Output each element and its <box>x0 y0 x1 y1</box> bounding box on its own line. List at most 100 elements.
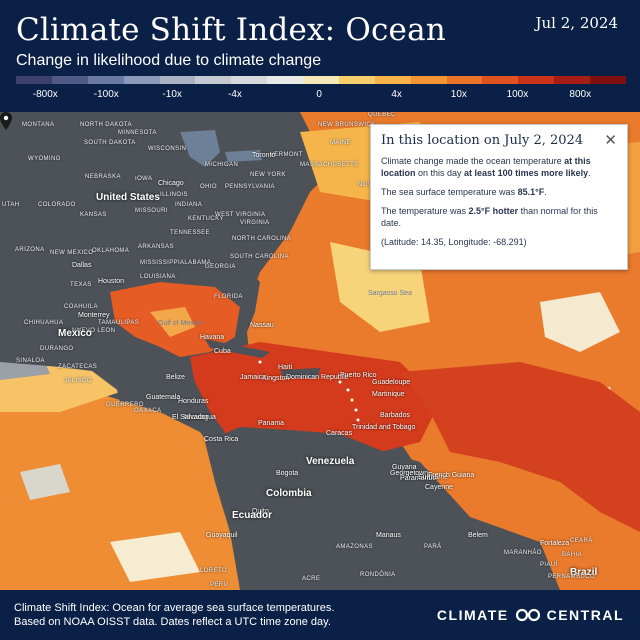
state-label: NEW YORK <box>250 172 286 178</box>
page-title: Climate Shift Index: Ocean <box>16 12 446 48</box>
sea-label: Gulf of Mexico <box>158 320 203 327</box>
city-label: French Guiana <box>428 472 475 479</box>
city-label: El Salvador <box>172 414 208 421</box>
state-label: LOUISIANA <box>140 274 176 280</box>
region-label: LORETO <box>200 568 227 574</box>
scale-swatch <box>231 76 268 84</box>
color-scale-labels: -800x -100x -10x -4x 0 4x 10x 100x 800x <box>0 89 640 103</box>
color-scale <box>16 76 626 84</box>
city-label: Guyana <box>392 464 417 471</box>
state-label: MICHIGAN <box>205 162 239 168</box>
country-label: Mexico <box>58 328 92 339</box>
city-label: Kingston <box>262 375 290 382</box>
state-label: KANSAS <box>80 212 107 218</box>
climate-central-logo-icon <box>515 608 540 622</box>
scale-label: -800x <box>32 89 58 100</box>
brand-right: CENTRAL <box>546 607 624 623</box>
footer-line-1: Climate Shift Index: Ocean for average s… <box>14 602 335 614</box>
city-label: Barbados <box>380 412 410 419</box>
state-label: CHIHUAHUA <box>24 320 64 326</box>
location-pin-icon[interactable] <box>0 112 12 130</box>
state-label: MAINE <box>330 140 352 146</box>
state-label: ZACATECAS <box>58 364 98 370</box>
central-america-land <box>110 362 225 442</box>
scale-swatch <box>338 76 375 84</box>
country-label: Ecuador <box>232 510 273 521</box>
close-icon[interactable]: ✕ <box>604 132 617 149</box>
state-label: SOUTH CAROLINA <box>230 254 289 260</box>
city-label: Paramaribo <box>400 475 437 482</box>
south-atlantic-red <box>400 362 640 532</box>
city-label: Georgetown <box>390 470 429 477</box>
state-label: UTAH <box>2 202 20 208</box>
great-lakes-2 <box>225 150 262 162</box>
city-label: Houston <box>98 278 125 285</box>
state-label: DURANGO <box>40 346 74 352</box>
country-label: Brazil <box>570 567 598 578</box>
state-label: ARKANSAS <box>138 244 174 250</box>
state-label: TAMAULIPAS <box>98 320 140 326</box>
city-label: Quito <box>252 508 269 515</box>
state-label: OKLAHOMA <box>92 248 130 254</box>
sea-label: Sargasso Sea <box>368 290 412 297</box>
country-label: United States <box>96 192 160 203</box>
scale-label: -10x <box>162 89 182 100</box>
region-label: MARANHÃO <box>504 550 542 556</box>
footer-text: Climate Shift Index: Ocean for average s… <box>14 601 334 629</box>
state-label: INDIANA <box>175 202 203 208</box>
state-label: PENNSYLVANIA <box>225 184 275 190</box>
state-label: GEORGIA <box>205 264 236 270</box>
state-label: NEW BRUNSWICK <box>318 122 376 128</box>
state-label: WISCONSIN <box>148 146 187 152</box>
region-label: RONDÔNIA <box>360 572 396 578</box>
city-label: Belize <box>166 374 186 381</box>
state-label: ILLINOIS <box>160 192 188 198</box>
atlantic-white-patch <box>540 292 620 352</box>
gulf-pale <box>150 307 195 337</box>
city-label: Cuba <box>214 348 231 355</box>
state-label: VIRGINIA <box>240 220 270 226</box>
city-label: Honduras <box>178 398 209 405</box>
city-label: Guadeloupe <box>372 379 411 386</box>
hispaniola-land <box>280 368 320 378</box>
city-label: Dallas <box>72 262 92 269</box>
city-label: Nassau <box>250 322 274 329</box>
scale-swatch <box>518 76 555 84</box>
state-label: MASSACHUSETTS <box>300 162 359 168</box>
region-label: ACRE <box>302 576 321 582</box>
state-label: JALISCO <box>64 378 92 384</box>
region-label: CEARÁ <box>570 538 593 544</box>
state-label: KENTUCKY <box>188 216 224 222</box>
brand[interactable]: CLIMATE CENTRAL <box>437 607 624 623</box>
state-label: NEBRASKA <box>85 174 121 180</box>
scale-swatch <box>482 76 519 84</box>
scale-label: 4x <box>391 89 402 100</box>
city-label: Martinique <box>372 391 405 398</box>
region-label: PARÁ <box>424 544 442 550</box>
state-label: OAXACA <box>134 408 162 414</box>
great-lakes <box>180 130 220 167</box>
scale-swatch <box>195 76 232 84</box>
city-label: Cayenne <box>425 484 454 491</box>
header: Climate Shift Index: Ocean Jul 2, 2024 C… <box>0 0 640 112</box>
state-label: IOWA <box>135 176 153 182</box>
city-label: Puerto Rico <box>340 372 377 379</box>
country-label: Colombia <box>266 488 312 499</box>
city-label: Panama <box>258 420 285 427</box>
state-label: MISSISSIPPI <box>140 260 181 266</box>
state-label: NORTH DAKOTA <box>80 122 132 128</box>
city-label: Costa Rica <box>204 436 239 443</box>
state-label: SINALOA <box>16 358 45 364</box>
state-label: ALABAMA <box>180 260 212 266</box>
state-label: WYOMING <box>28 156 61 162</box>
state-label: NUEVO LEON <box>72 328 116 334</box>
island-chain <box>258 360 360 422</box>
region-label: PERNAMBUCO <box>548 574 596 580</box>
popup-sst: The sea surface temperature was 85.1°F. <box>381 187 547 197</box>
scale-label: 10x <box>450 89 467 100</box>
city-label: Chicago <box>158 180 184 187</box>
region-label: AMAZONAS <box>336 544 373 550</box>
country-label: Venezuela <box>306 456 355 467</box>
city-label: Belem <box>468 532 488 539</box>
city-label: Nicaragua <box>184 414 216 421</box>
